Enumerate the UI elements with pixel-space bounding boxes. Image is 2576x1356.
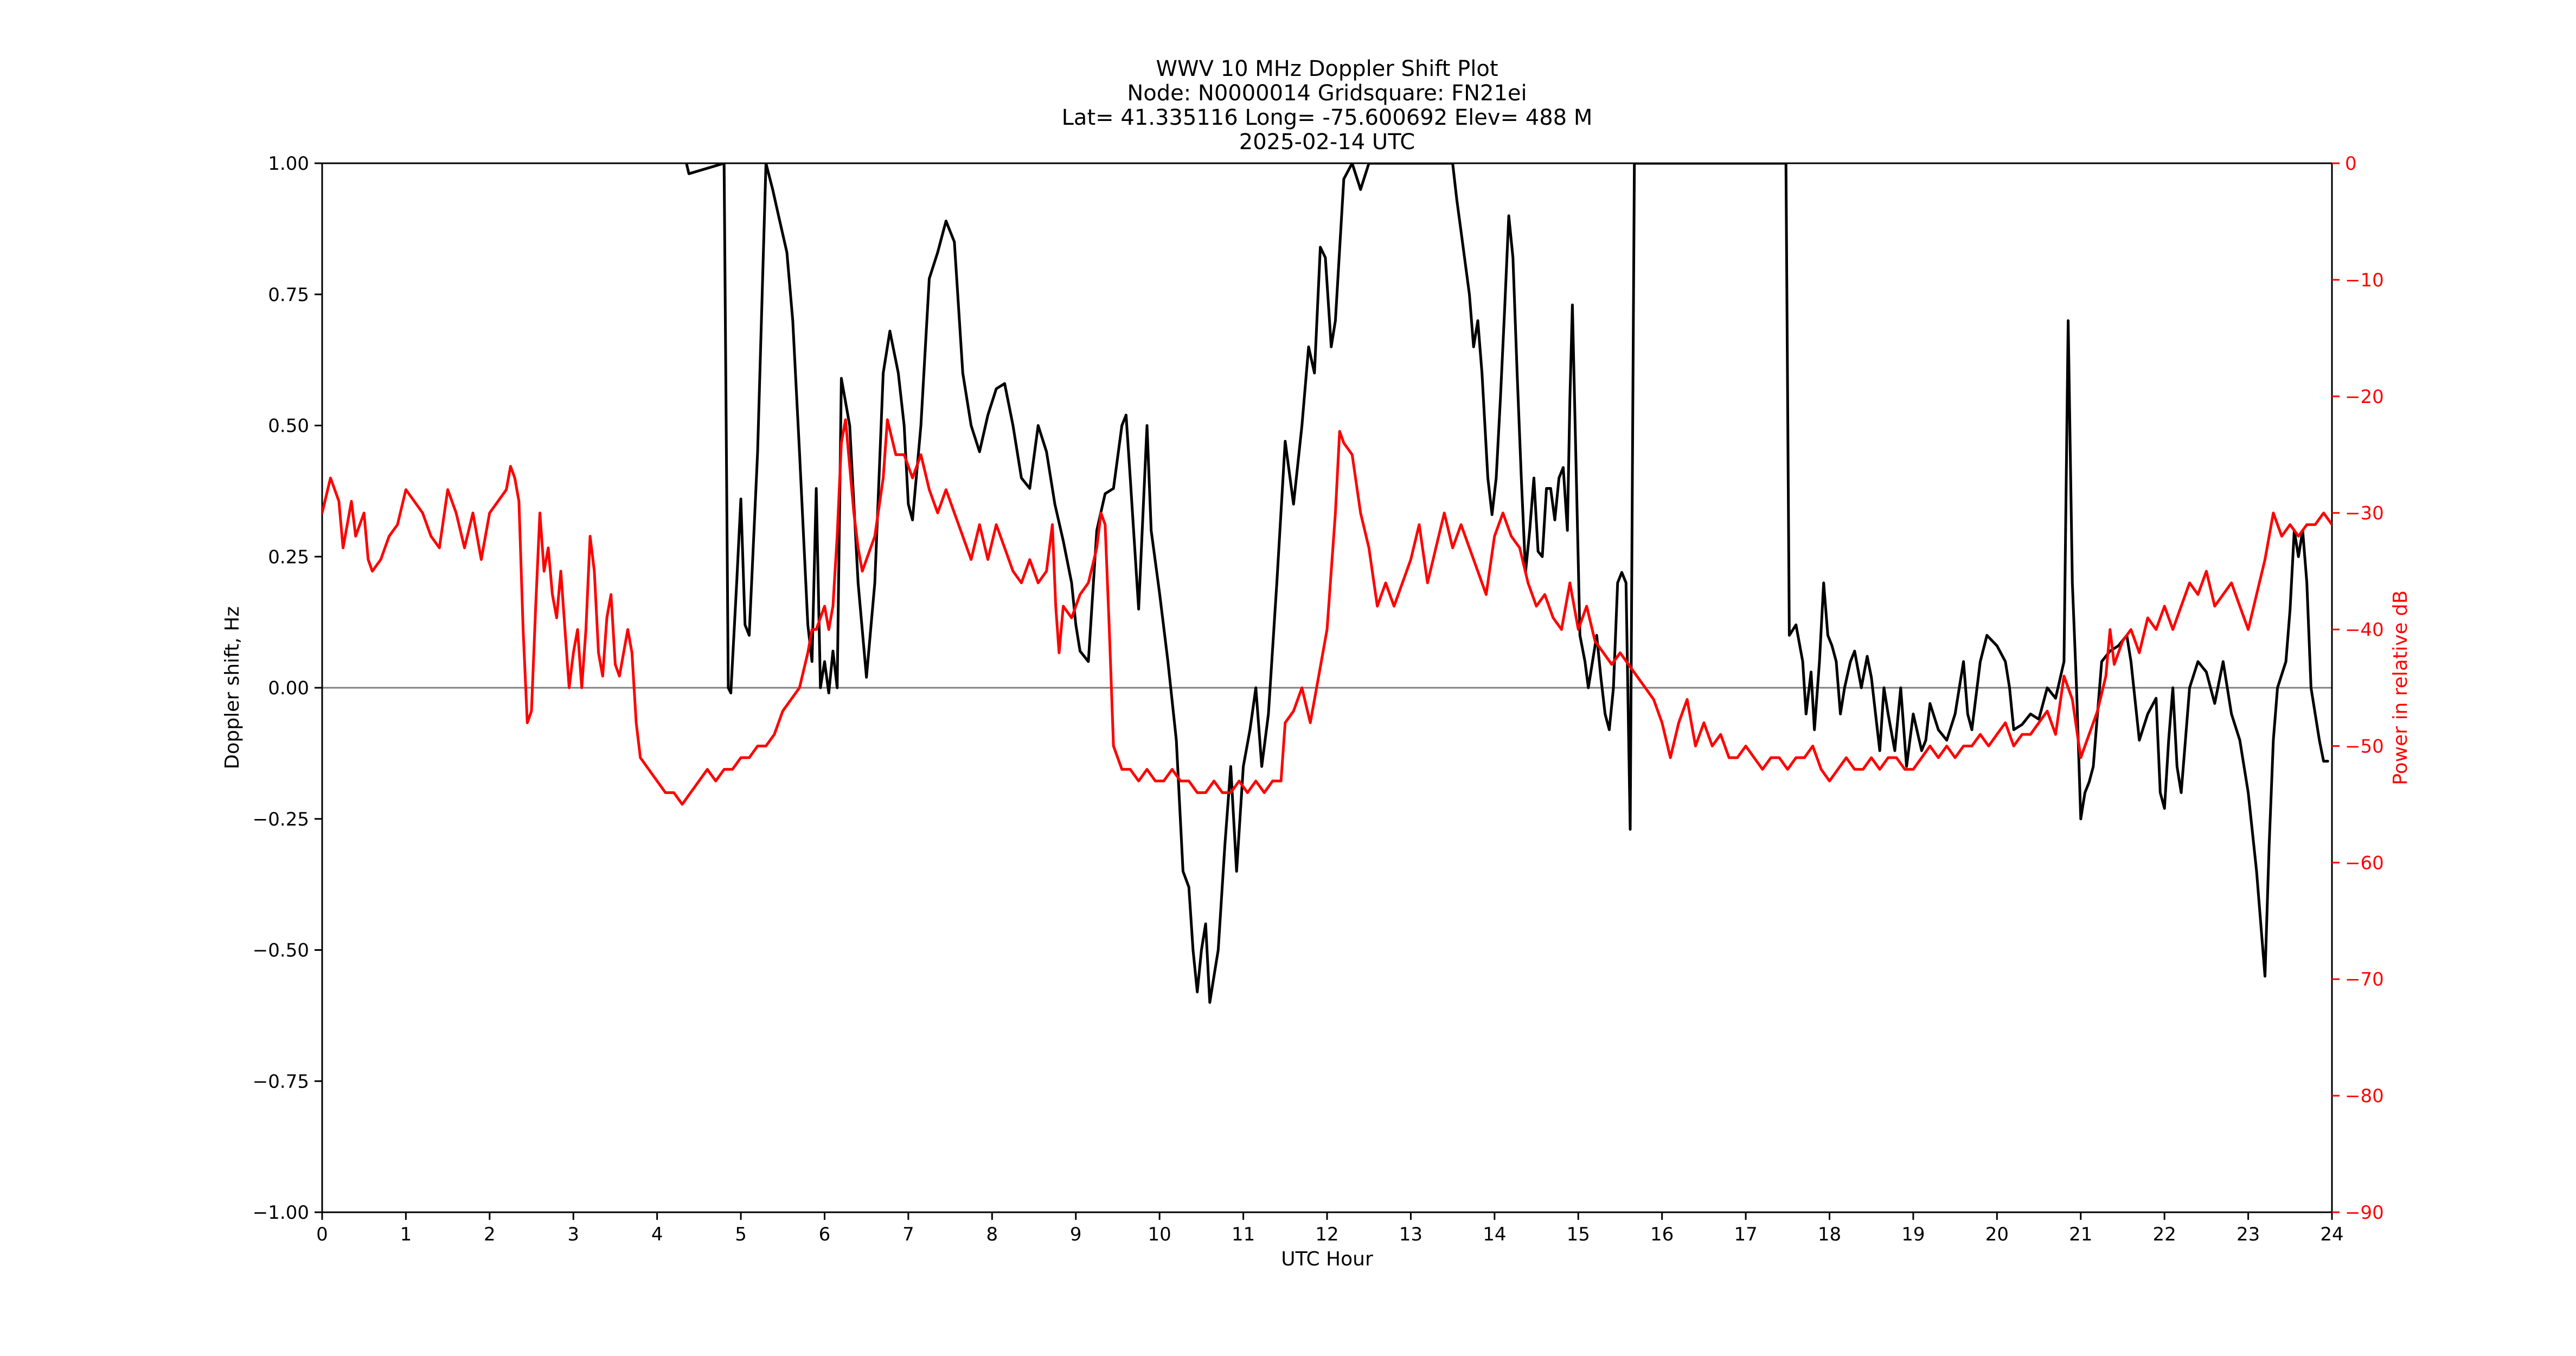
x-tick-label: 10 [1148, 1224, 1171, 1245]
x-tick-label: 8 [986, 1224, 998, 1245]
x-tick-label: 12 [1315, 1224, 1338, 1245]
left-tick-label: −0.50 [253, 940, 309, 962]
left-tick-label: −0.75 [253, 1071, 309, 1092]
title-line-1: WWV 10 MHz Doppler Shift Plot [1156, 56, 1498, 81]
right-tick-label: 0 [2345, 153, 2357, 175]
right-tick-label: −90 [2345, 1202, 2384, 1224]
right-tick-label: −60 [2345, 852, 2384, 874]
left-tick-label: 0.75 [268, 284, 309, 306]
x-tick-label: 1 [400, 1224, 412, 1245]
left-tick-label: 0.00 [268, 677, 309, 699]
x-tick-label: 0 [316, 1224, 328, 1245]
x-tick-label: 19 [1901, 1224, 1925, 1245]
x-tick-label: 16 [1650, 1224, 1674, 1245]
x-tick-label: 20 [1985, 1224, 2009, 1245]
right-axis-label: Power in relative dB [2389, 590, 2412, 785]
right-axis-ticks: 0 −10 −20 −30 −40 −50 −60 −70 −80 −90 [2332, 153, 2384, 1224]
plot-area [321, 162, 2333, 1213]
right-tick-label: −10 [2345, 270, 2384, 291]
x-tick-label: 3 [567, 1224, 579, 1245]
x-tick-label: 4 [651, 1224, 663, 1245]
x-tick-label: 23 [2237, 1224, 2260, 1245]
left-tick-label: −0.25 [253, 809, 309, 830]
x-tick-label: 24 [2320, 1224, 2343, 1245]
right-tick-label: −30 [2345, 503, 2384, 525]
x-tick-label: 11 [1232, 1224, 1255, 1245]
title-line-3: Lat= 41.335116 Long= -75.600692 Elev= 48… [1062, 105, 1593, 130]
x-tick-label: 13 [1399, 1224, 1422, 1245]
x-tick-label: 6 [819, 1224, 831, 1245]
x-tick-label: 17 [1734, 1224, 1757, 1245]
left-axis-label: Doppler shift, Hz [221, 606, 243, 769]
x-tick-label: 9 [1070, 1224, 1082, 1245]
x-tick-label: 7 [902, 1224, 914, 1245]
left-tick-label: 0.25 [268, 546, 309, 568]
left-tick-label: 1.00 [268, 153, 309, 175]
title-line-2: Node: N0000014 Gridsquare: FN21ei [1127, 81, 1527, 106]
x-tick-label: 14 [1483, 1224, 1506, 1245]
x-tick-label: 15 [1567, 1224, 1590, 1245]
right-tick-label: −20 [2345, 386, 2384, 408]
power-line [322, 418, 2332, 806]
x-tick-label: 22 [2153, 1224, 2176, 1245]
x-axis-ticks: 0 1 2 3 4 5 6 7 8 9 10 11 12 13 14 15 16 17 18 19 20 21 22 23 24 [316, 1212, 2344, 1245]
left-tick-label: 0.50 [268, 415, 309, 437]
right-tick-label: −80 [2345, 1085, 2384, 1107]
right-tick-label: −70 [2345, 969, 2384, 990]
x-tick-label: 21 [2069, 1224, 2092, 1245]
series-lines [322, 163, 2332, 1004]
x-tick-label: 2 [484, 1224, 496, 1245]
x-tick-label: 5 [735, 1224, 747, 1245]
x-axis-label: UTC Hour [1281, 1248, 1373, 1270]
chart-title: WWV 10 MHz Doppler Shift Plot Node: N000… [1062, 56, 1593, 155]
doppler-shift-line [685, 163, 2329, 1004]
x-tick-label: 18 [1818, 1224, 1841, 1245]
title-line-4: 2025-02-14 UTC [1239, 130, 1415, 155]
left-tick-label: −1.00 [253, 1202, 309, 1224]
left-axis-ticks: 1.00 0.75 0.50 0.25 0.00 −0.25 −0.50 −0.75 −1.00 [253, 153, 322, 1224]
right-tick-label: −40 [2345, 619, 2384, 641]
right-tick-label: −50 [2345, 735, 2384, 757]
